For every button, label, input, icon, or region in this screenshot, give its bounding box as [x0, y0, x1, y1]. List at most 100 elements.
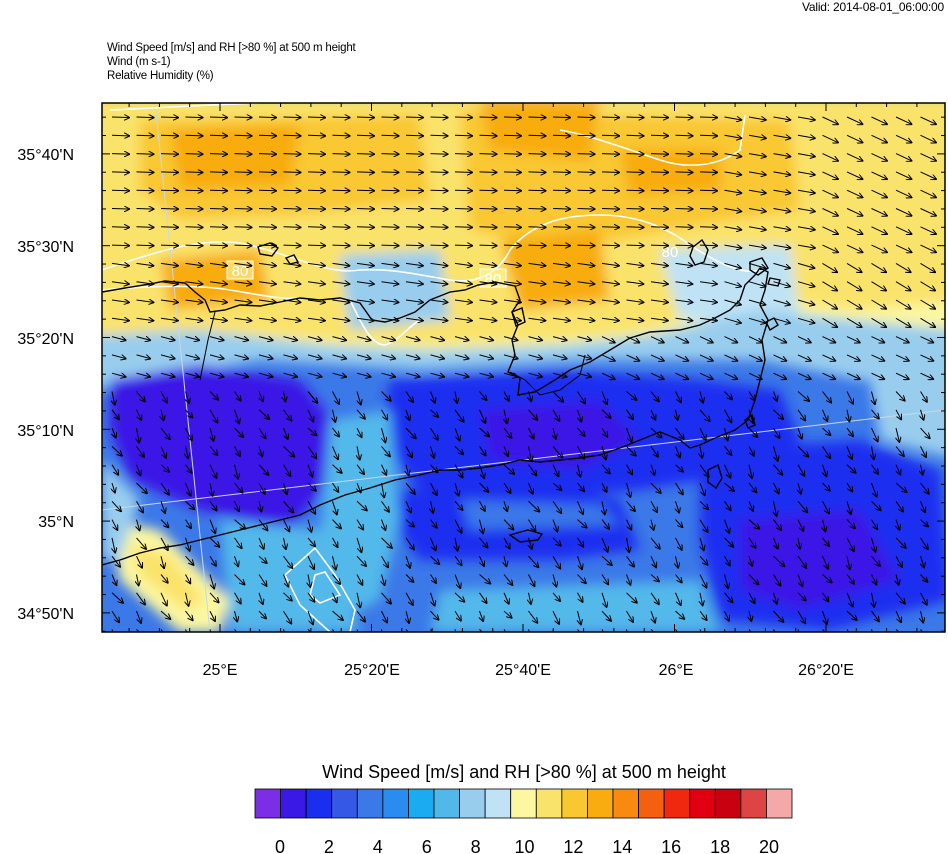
wind-arrow — [503, 337, 519, 341]
wind-arrow — [748, 336, 763, 343]
wind-arrow — [797, 262, 815, 268]
wind-arrow — [601, 172, 620, 173]
wind-arrow — [283, 610, 292, 624]
colorbar-swatch — [433, 788, 460, 819]
wind-arrow — [871, 153, 888, 162]
wind-arrow — [773, 446, 779, 461]
wind-arrow — [503, 227, 522, 228]
wind-arrow — [577, 355, 593, 359]
wind-arrow — [601, 300, 620, 303]
colorbar-swatch — [638, 788, 665, 819]
wind-arrow — [258, 227, 277, 228]
colorbar-tick-label: 0 — [275, 837, 285, 854]
wind-arrow — [259, 592, 263, 605]
wind-arrow — [160, 482, 169, 495]
lon-label: 25°20'E — [344, 662, 400, 679]
rh-label: 80 — [232, 263, 249, 280]
wind-arrow — [111, 409, 120, 420]
wind-arrow — [552, 555, 561, 569]
wind-arrow — [797, 555, 807, 568]
wind-arrow — [774, 592, 778, 605]
wind-arrow — [650, 446, 659, 457]
latitude-labels: 35°40'N 35°30'N 35°20'N 35°10'N 35°N 34°… — [17, 147, 74, 623]
wind-arrow — [846, 281, 862, 291]
wind-arrow — [822, 501, 830, 514]
wind-arrow — [209, 154, 228, 155]
wind-arrow — [748, 190, 767, 193]
wind-arrow — [577, 556, 583, 570]
colorbar-swatch — [689, 788, 716, 819]
wind-arrow — [382, 519, 386, 531]
wind-arrow — [675, 592, 682, 606]
wind-arrow — [210, 427, 214, 442]
wind-arrow — [601, 592, 607, 608]
wind-arrow — [209, 409, 218, 424]
wind-arrow — [160, 172, 179, 173]
wind-arrow — [676, 409, 678, 421]
wind-arrow — [846, 336, 861, 343]
wind-arrow — [528, 355, 544, 359]
wind-arrow — [577, 446, 585, 459]
wind-arrow — [112, 482, 115, 494]
wind-arrow — [528, 154, 547, 155]
wind-arrow — [920, 482, 930, 495]
wind-arrow — [185, 409, 194, 418]
wind-arrow — [895, 226, 912, 235]
wind-arrow — [921, 556, 925, 568]
wind-arrow — [601, 117, 620, 118]
wind-arrow — [528, 172, 547, 173]
wind-arrow — [552, 446, 563, 458]
wind-arrow — [479, 373, 495, 377]
wind-arrow — [161, 409, 164, 422]
wind-arrow — [332, 135, 351, 136]
wind-arrow — [185, 227, 204, 228]
wind-arrow — [552, 373, 568, 377]
wind-arrow — [405, 519, 415, 528]
wind-arrow — [258, 209, 277, 210]
wind-arrow — [577, 592, 584, 603]
wind-arrow — [601, 464, 611, 475]
wind-arrow — [283, 337, 299, 341]
wind-arrow — [528, 574, 535, 588]
wind-arrow — [234, 446, 241, 456]
lon-label: 25°40'E — [495, 662, 551, 679]
wind-arrow — [332, 610, 344, 621]
wind-arrow — [822, 226, 839, 235]
wind-arrow — [895, 592, 905, 604]
wind-arrow — [405, 190, 424, 191]
wind-arrow — [405, 482, 415, 495]
wind-arrow — [160, 355, 176, 359]
wind-arrow — [136, 555, 143, 568]
wind-arrow — [234, 355, 250, 359]
wind-arrow — [920, 226, 937, 235]
wind-arrow — [307, 610, 313, 625]
wind-arrow — [921, 409, 924, 421]
wind-arrow — [896, 519, 900, 531]
wind-arrow — [822, 208, 839, 217]
wind-arrow — [699, 555, 708, 565]
wind-arrow — [381, 592, 392, 605]
wind-arrow — [454, 519, 462, 534]
wind-arrow — [258, 427, 266, 439]
wind-arrow — [846, 189, 863, 198]
wind-arrow — [454, 574, 461, 589]
wind-vectors — [111, 117, 937, 632]
wind-arrow — [381, 227, 400, 228]
wind-arrow — [797, 117, 816, 120]
wind-arrow — [748, 537, 756, 549]
wind-arrow — [650, 555, 657, 568]
wind-arrow — [209, 135, 228, 136]
wind-arrow — [356, 172, 375, 173]
wind-arrow — [846, 482, 853, 492]
wind-arrow — [724, 372, 739, 379]
wind-arrow — [846, 317, 862, 327]
wind-arrow — [209, 555, 216, 566]
wind-arrow — [405, 574, 414, 583]
wind-arrow — [675, 372, 690, 379]
wind-arrow — [797, 227, 816, 230]
wind-arrow — [552, 209, 571, 210]
wind-arrow — [552, 501, 562, 514]
wind-arrow — [797, 574, 803, 588]
plot-title: Wind Speed [m/s] and RH [>80 %] at 500 m… — [107, 42, 356, 54]
wind-arrow — [185, 610, 194, 621]
